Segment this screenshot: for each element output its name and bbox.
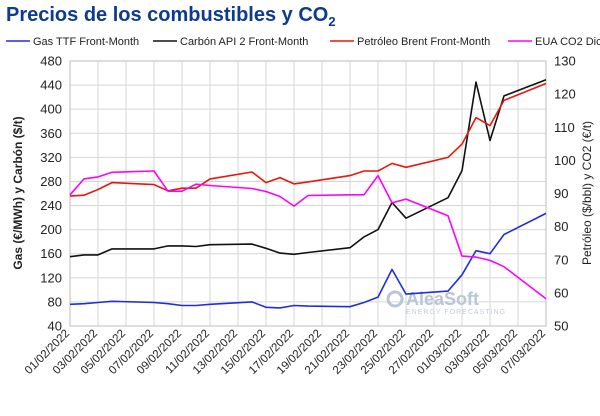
y2-tick-label: 90 bbox=[554, 186, 568, 201]
aleasoft-watermark: AleaSoft ENERGY FORECASTING bbox=[386, 289, 506, 316]
y-tick-label: 80 bbox=[48, 294, 62, 309]
grid-lines bbox=[69, 60, 547, 327]
y-tick-label: 280 bbox=[40, 174, 62, 189]
y2-tick-label: 130 bbox=[554, 54, 576, 69]
y-axis-left-ticks: 40 80 120 160 200 240 280 320 360 400 440 480 bbox=[40, 54, 62, 334]
y-tick-label: 320 bbox=[40, 150, 62, 165]
y-axis-right-title: Petróleo ($/bbl) y CO2 (€/t) bbox=[580, 121, 594, 265]
y-tick-label: 360 bbox=[40, 126, 62, 141]
series-line bbox=[69, 82, 547, 197]
chart-title: Precios de los combustibles y CO2 bbox=[6, 4, 336, 29]
y2-tick-label: 80 bbox=[554, 219, 568, 234]
y2-tick-label: 100 bbox=[554, 153, 576, 168]
legend-label: Carbón API 2 Front-Month bbox=[180, 36, 308, 48]
y-axis-right-ticks: 50 60 70 80 90 100 110 120 130 bbox=[554, 54, 576, 334]
y-tick-label: 400 bbox=[40, 102, 62, 117]
series-line bbox=[69, 78, 547, 258]
y2-tick-label: 50 bbox=[554, 319, 568, 334]
y-axis-left-title: Gas (€/MWh) y Carbón ($/t) bbox=[11, 116, 25, 269]
chart-title-subscript: 2 bbox=[328, 14, 336, 29]
x-axis-ticks: 01/02/202203/02/202205/02/202207/02/2022… bbox=[23, 328, 548, 377]
plot-area-border bbox=[69, 60, 547, 327]
legend-label: EUA CO2 Dic-22 bbox=[535, 36, 600, 48]
y2-tick-label: 70 bbox=[554, 252, 568, 267]
y-tick-label: 120 bbox=[40, 270, 62, 285]
series-lines bbox=[69, 78, 547, 309]
y-tick-label: 240 bbox=[40, 198, 62, 213]
legend-label: Gas TTF Front-Month bbox=[33, 36, 139, 48]
legend-label: Petróleo Brent Front-Month bbox=[357, 36, 490, 48]
y-tick-label: 200 bbox=[40, 222, 62, 237]
series-line bbox=[69, 212, 547, 309]
plot-frame bbox=[69, 60, 547, 327]
y-tick-label: 440 bbox=[40, 78, 62, 93]
y-tick-label: 160 bbox=[40, 246, 62, 261]
watermark-tagline: ENERGY FORECASTING bbox=[406, 309, 506, 316]
legend: Gas TTF Front-Month Carbón API 2 Front-Mo… bbox=[6, 36, 600, 48]
y2-tick-label: 120 bbox=[554, 87, 576, 102]
y-tick-label: 40 bbox=[48, 319, 62, 334]
series-line bbox=[69, 170, 547, 300]
watermark-brand: AleaSoft bbox=[406, 289, 479, 309]
y-tick-label: 480 bbox=[40, 54, 62, 69]
chart-title-text: Precios de los combustibles y CO bbox=[6, 4, 329, 26]
y2-tick-label: 60 bbox=[554, 285, 568, 300]
y2-tick-label: 110 bbox=[554, 120, 575, 135]
watermark-logo-icon bbox=[386, 290, 404, 308]
